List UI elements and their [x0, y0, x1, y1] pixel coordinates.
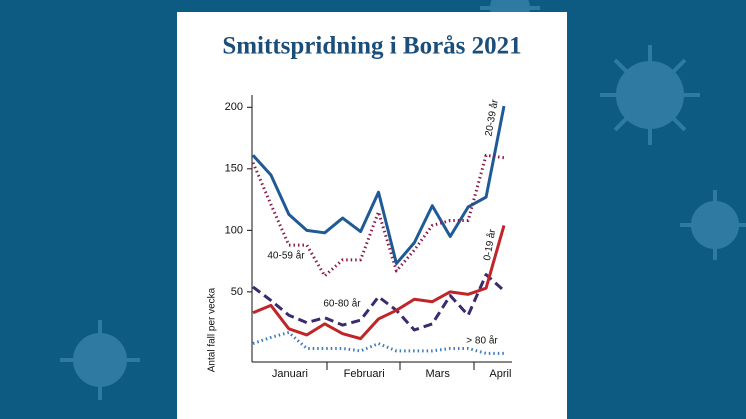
y-axis-label: Antal fall per vecka [207, 287, 218, 372]
x-tick-label: Mars [425, 368, 450, 380]
y-tick-label: 150 [225, 163, 243, 175]
series-line [251, 153, 505, 278]
x-tick-label: April [489, 368, 511, 380]
x-tick-label: Januari [272, 368, 308, 380]
card [177, 12, 567, 419]
month-separators [326, 362, 475, 370]
y-tick-label: 100 [225, 224, 243, 236]
series-label: 60-80 år [323, 298, 361, 310]
x-tick-label: Februari [344, 368, 385, 380]
series-line [252, 225, 506, 341]
y-tick-label: 200 [225, 101, 243, 113]
chart-title: Smittspridning i Borås 2021 [222, 33, 521, 60]
series-line [252, 273, 505, 332]
series-label: 40-59 år [267, 250, 305, 262]
series-label: 0-19 år [481, 228, 498, 262]
series-line [251, 105, 506, 266]
series-label: > 80 år [466, 335, 498, 347]
series-line [252, 330, 504, 355]
y-tick-label: 50 [231, 286, 243, 298]
